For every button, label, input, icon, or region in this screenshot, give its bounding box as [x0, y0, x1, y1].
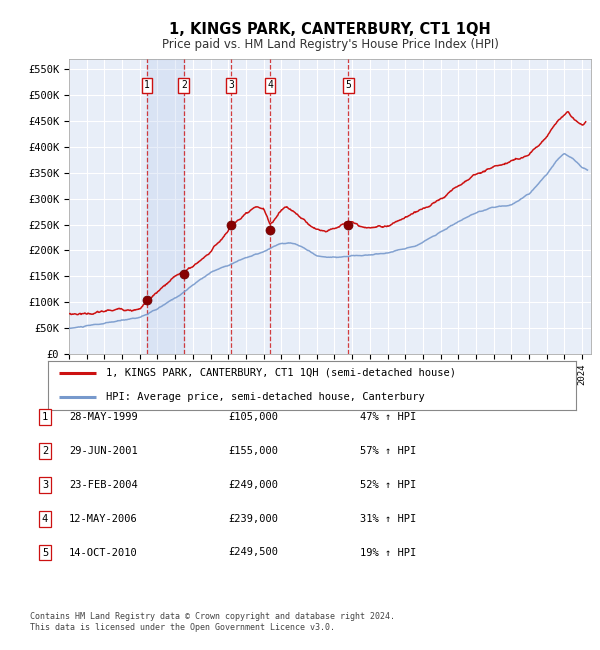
- Bar: [147, 58, 184, 354]
- Text: £249,500: £249,500: [228, 547, 278, 558]
- Text: 3: 3: [228, 80, 234, 90]
- Text: £105,000: £105,000: [228, 412, 278, 423]
- Text: Contains HM Land Registry data © Crown copyright and database right 2024.
This d: Contains HM Land Registry data © Crown c…: [30, 612, 395, 632]
- Text: £155,000: £155,000: [228, 446, 278, 456]
- Text: 4: 4: [267, 80, 273, 90]
- Text: £249,000: £249,000: [228, 480, 278, 490]
- Text: 2: 2: [181, 80, 187, 90]
- Text: 1, KINGS PARK, CANTERBURY, CT1 1QH (semi-detached house): 1, KINGS PARK, CANTERBURY, CT1 1QH (semi…: [106, 368, 456, 378]
- Text: 12-MAY-2006: 12-MAY-2006: [69, 514, 138, 524]
- Text: 52% ↑ HPI: 52% ↑ HPI: [360, 480, 416, 490]
- Text: 29-JUN-2001: 29-JUN-2001: [69, 446, 138, 456]
- Text: 1: 1: [42, 412, 48, 423]
- Text: 57% ↑ HPI: 57% ↑ HPI: [360, 446, 416, 456]
- Text: HPI: Average price, semi-detached house, Canterbury: HPI: Average price, semi-detached house,…: [106, 393, 425, 402]
- Text: 1: 1: [144, 80, 150, 90]
- Text: 2: 2: [42, 446, 48, 456]
- Text: 31% ↑ HPI: 31% ↑ HPI: [360, 514, 416, 524]
- Text: 3: 3: [42, 480, 48, 490]
- Text: 4: 4: [42, 514, 48, 524]
- Text: 28-MAY-1999: 28-MAY-1999: [69, 412, 138, 423]
- Text: £239,000: £239,000: [228, 514, 278, 524]
- Text: 14-OCT-2010: 14-OCT-2010: [69, 547, 138, 558]
- Text: 23-FEB-2004: 23-FEB-2004: [69, 480, 138, 490]
- Text: Price paid vs. HM Land Registry's House Price Index (HPI): Price paid vs. HM Land Registry's House …: [161, 38, 499, 51]
- Text: 19% ↑ HPI: 19% ↑ HPI: [360, 547, 416, 558]
- Text: 5: 5: [346, 80, 352, 90]
- Text: 1, KINGS PARK, CANTERBURY, CT1 1QH: 1, KINGS PARK, CANTERBURY, CT1 1QH: [169, 21, 491, 37]
- Text: 47% ↑ HPI: 47% ↑ HPI: [360, 412, 416, 423]
- Text: 5: 5: [42, 547, 48, 558]
